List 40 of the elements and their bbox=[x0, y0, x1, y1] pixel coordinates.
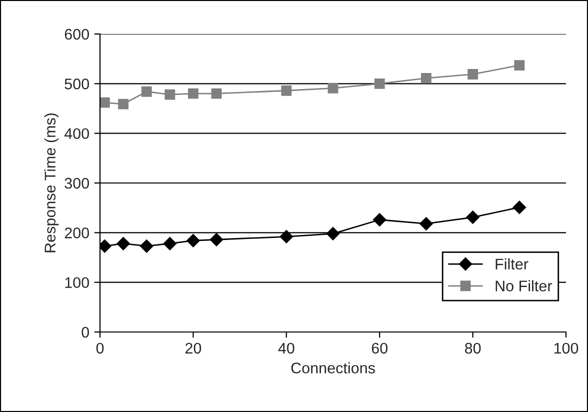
y-tick-label: 200 bbox=[64, 228, 89, 238]
y-axis-title: Response Time (ms) bbox=[44, 113, 59, 252]
x-tick-label: 40 bbox=[278, 342, 294, 354]
x-axis-title: Connections bbox=[291, 362, 375, 374]
point bbox=[141, 86, 152, 97]
y-tick-label: 300 bbox=[64, 178, 89, 189]
point bbox=[140, 239, 154, 253]
x-tick-label: 100 bbox=[554, 342, 578, 354]
x-tick-label: 20 bbox=[185, 342, 202, 354]
y-tick-label: 400 bbox=[64, 128, 89, 140]
point bbox=[100, 97, 110, 108]
point bbox=[373, 213, 386, 226]
point bbox=[468, 69, 478, 80]
point bbox=[420, 72, 432, 84]
point bbox=[186, 234, 200, 248]
y-tick-label: 0 bbox=[82, 326, 89, 338]
point bbox=[374, 78, 385, 89]
x-tick-label: 80 bbox=[464, 342, 481, 354]
point bbox=[210, 233, 224, 246]
point bbox=[326, 227, 340, 240]
point bbox=[514, 60, 525, 70]
x-tick-label: 0 bbox=[96, 342, 104, 354]
point bbox=[466, 210, 480, 224]
point bbox=[328, 82, 338, 94]
y-tick-label: 500 bbox=[64, 78, 89, 90]
point bbox=[211, 88, 222, 99]
point bbox=[116, 237, 130, 250]
x-tick-label: 60 bbox=[372, 342, 388, 354]
point bbox=[281, 85, 292, 96]
point bbox=[420, 217, 433, 230]
point bbox=[164, 89, 176, 100]
y-tick-label: 100 bbox=[65, 277, 89, 288]
point bbox=[188, 88, 198, 99]
point bbox=[163, 237, 176, 250]
y-tick-label: 600 bbox=[64, 28, 89, 40]
legend-label: No Filter bbox=[496, 280, 552, 292]
legend-label: Filter bbox=[496, 258, 528, 270]
point bbox=[280, 230, 293, 244]
point bbox=[512, 200, 526, 214]
point bbox=[118, 98, 129, 110]
